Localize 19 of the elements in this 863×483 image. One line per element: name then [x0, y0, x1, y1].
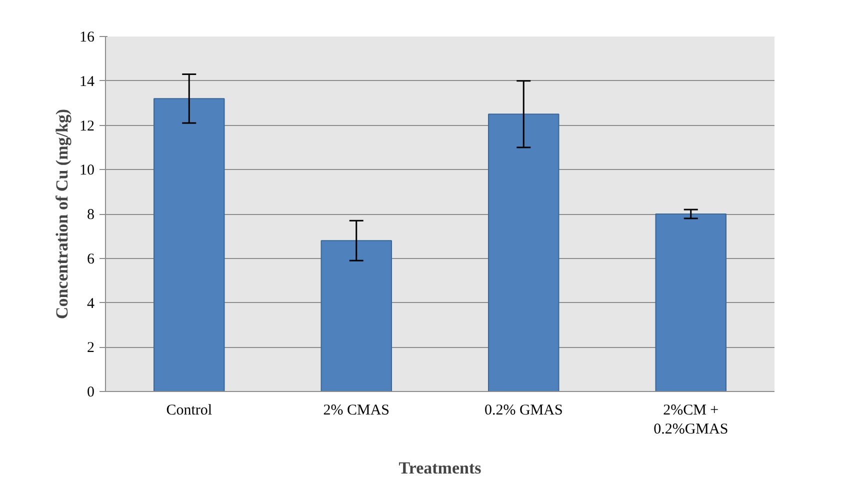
bar [154, 98, 225, 392]
y-tick-label: 8 [87, 207, 94, 223]
x-tick-label: 2%CM + 0.2%GMAS [654, 402, 728, 438]
y-axis-title: Concentration of Cu (mg/kg) [52, 108, 72, 320]
bar [488, 114, 560, 392]
y-tick-label: 14 [80, 74, 95, 90]
y-tick-label: 16 [80, 30, 95, 46]
bar [320, 240, 392, 392]
x-tick-label: 0.2% GMAS [484, 402, 563, 418]
x-axis-title: Treatments [398, 458, 482, 478]
y-tick-label: 4 [87, 296, 95, 312]
x-tick-label: Control [166, 402, 212, 418]
y-tick-label: 10 [80, 162, 94, 179]
bar [655, 214, 726, 392]
y-tick-label: 2 [87, 340, 94, 356]
y-tick-label: 0 [87, 384, 94, 400]
y-tick-label: 6 [87, 251, 95, 268]
y-tick-label: 12 [80, 118, 94, 134]
x-tick-label: 2% CMAS [323, 402, 390, 418]
